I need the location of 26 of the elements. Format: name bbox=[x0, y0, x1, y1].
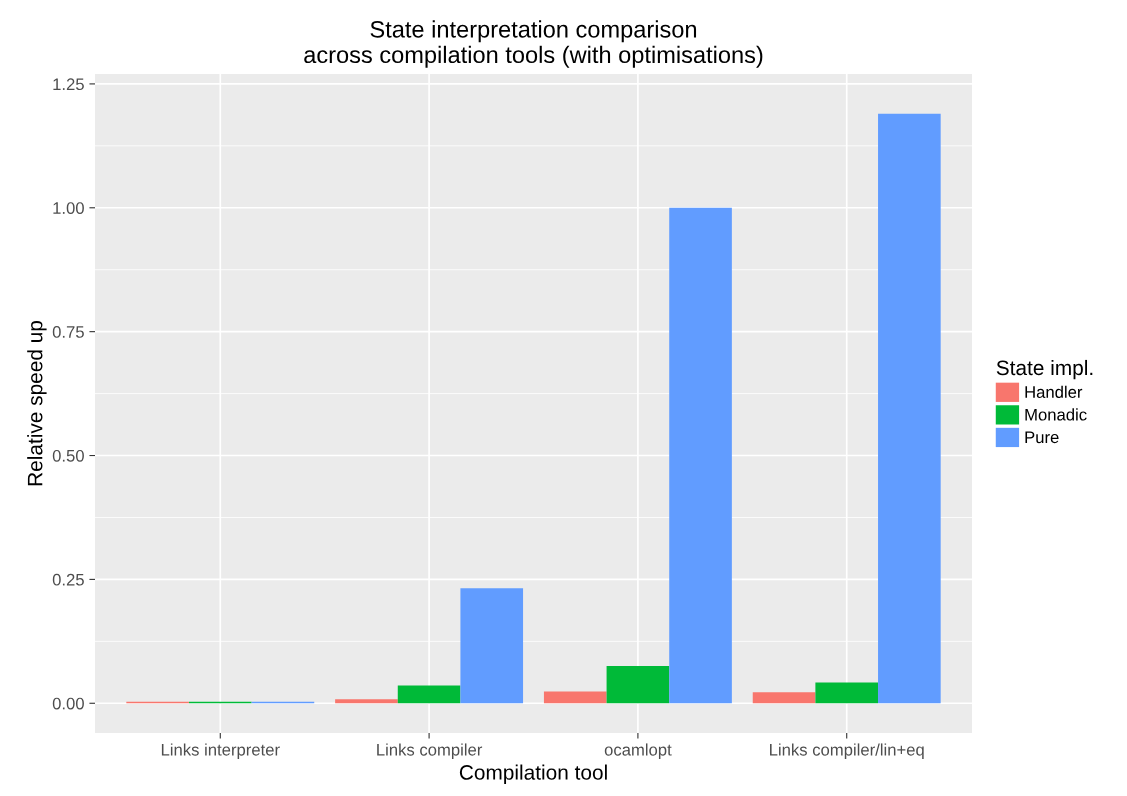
x-tick-label: Links compiler/lin+eq bbox=[770, 743, 924, 759]
x-axis-title: Compilation tool bbox=[459, 764, 607, 784]
y-tick-label: 0.75 bbox=[52, 326, 84, 338]
legend-title: State impl. bbox=[996, 359, 1093, 380]
y-tick-label: 0.25 bbox=[52, 573, 84, 586]
y-tick-label: 0.00 bbox=[52, 697, 84, 710]
y-tick-label: 1.25 bbox=[53, 78, 84, 91]
x-tick-label: Links interpreter bbox=[161, 743, 280, 759]
bar bbox=[460, 588, 524, 704]
legend-label: Handler bbox=[1025, 385, 1083, 398]
chart-title: State interpretation comparison across compilation tools (with optimisations) bbox=[304, 20, 763, 68]
y-tick-label: 0.50 bbox=[52, 449, 84, 462]
bar bbox=[335, 699, 398, 704]
bar bbox=[669, 207, 732, 704]
x-tick-label: Links compiler bbox=[377, 743, 483, 759]
y-axis-title: Relative speed up bbox=[27, 320, 47, 486]
legend-label: Monadic bbox=[1025, 408, 1087, 421]
bar bbox=[543, 691, 607, 704]
x-tick-label: ocamlopt bbox=[604, 743, 672, 759]
legend-label: Pure bbox=[1025, 431, 1059, 444]
bar bbox=[752, 692, 816, 704]
bar bbox=[815, 682, 879, 704]
bar bbox=[878, 113, 941, 704]
y-tick-label: 1.00 bbox=[53, 202, 84, 214]
bar bbox=[397, 685, 461, 704]
bar bbox=[606, 666, 670, 704]
